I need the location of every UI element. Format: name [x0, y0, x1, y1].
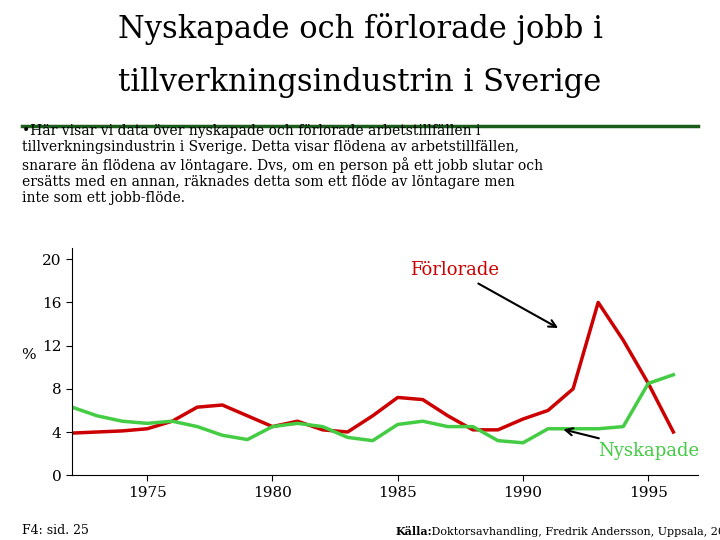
- Text: Förlorade: Förlorade: [410, 261, 556, 327]
- Y-axis label: %: %: [21, 348, 35, 362]
- Text: F4: sid. 25: F4: sid. 25: [22, 524, 89, 537]
- Text: Källa:: Källa:: [396, 526, 433, 537]
- Text: Nyskapade och förlorade jobb i: Nyskapade och förlorade jobb i: [117, 13, 603, 45]
- Text: tillverkningsindustrin i Sverige: tillverkningsindustrin i Sverige: [118, 68, 602, 98]
- Text: Doktorsavhandling, Fredrik Andersson, Uppsala, 200: Doktorsavhandling, Fredrik Andersson, Up…: [428, 527, 720, 537]
- Text: •Här visar vi data över nyskapade och förlorade arbetstillfällen i
tillverknings: •Här visar vi data över nyskapade och fö…: [22, 124, 543, 205]
- Text: Nyskapade: Nyskapade: [565, 428, 699, 460]
